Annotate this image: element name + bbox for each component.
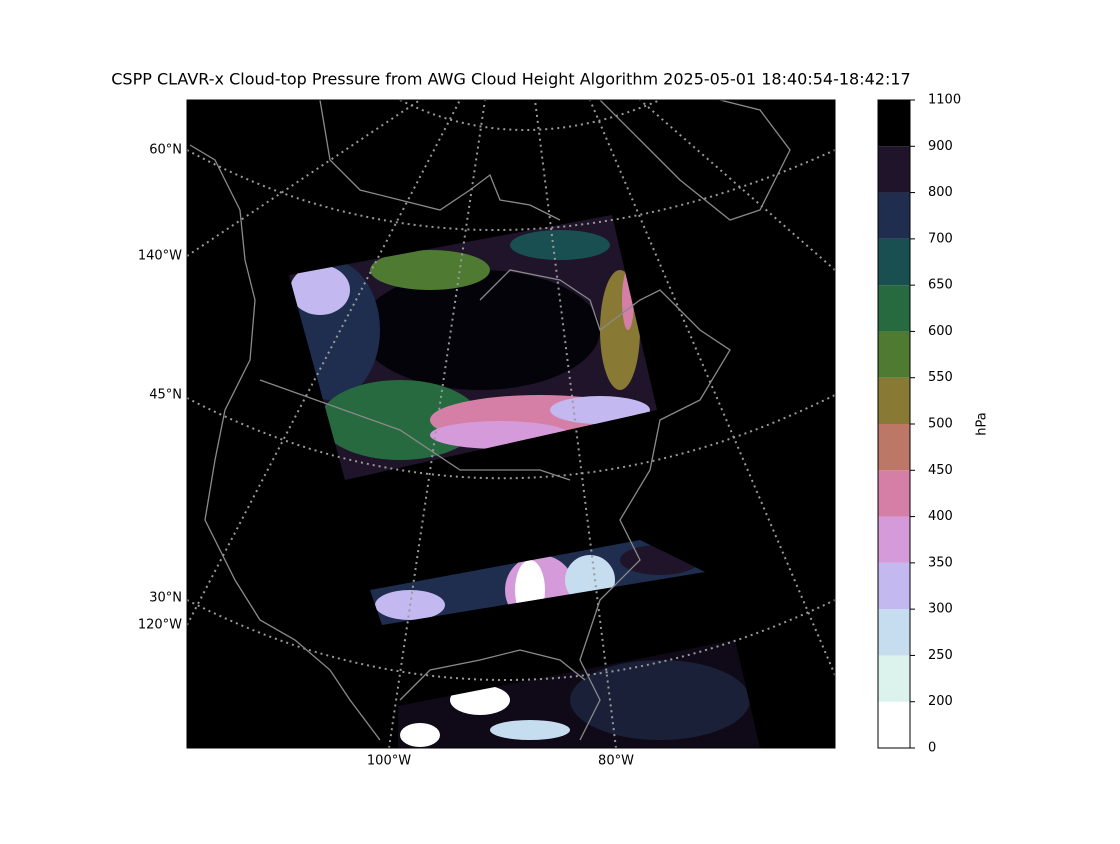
map-frame	[186, 99, 836, 749]
colorbar-tick-label: 600	[928, 324, 953, 339]
colorbar-segment	[878, 331, 910, 378]
colorbar-tick-label: 250	[928, 648, 953, 663]
colorbar-segment	[878, 238, 910, 286]
colorbar-segment	[878, 470, 910, 517]
lon-label: 80°W	[598, 754, 634, 769]
meridian	[388, 100, 486, 748]
coastline	[189, 144, 381, 741]
colorbar-tick-label: 900	[928, 139, 953, 154]
meridian	[187, 100, 461, 626]
colorbar-segment	[878, 146, 910, 193]
lat-label: 30°N	[149, 591, 182, 606]
coastline	[479, 269, 731, 741]
colorbar-tick-label: 300	[928, 602, 953, 617]
colorbar-tick-label: 550	[928, 370, 953, 385]
meridian	[639, 100, 835, 271]
parallel	[187, 599, 835, 681]
coastline	[599, 100, 791, 221]
map	[187, 100, 835, 748]
colorbar-tick-label: 0	[928, 741, 936, 756]
title: CSPP CLAVR-x Cloud-top Pressure from AWG…	[111, 70, 910, 89]
colorbar-segment	[878, 377, 910, 424]
colorbar-segment	[878, 192, 910, 239]
colorbar-segment	[878, 516, 910, 563]
colorbar-tick-label: 200	[928, 694, 953, 709]
colorbar-tick-label: 1100	[928, 93, 961, 108]
meridian	[534, 100, 617, 748]
coastline	[399, 649, 586, 701]
coastline	[319, 100, 561, 221]
lat-label: 60°N	[149, 143, 182, 158]
colorbar-segment	[878, 655, 910, 702]
colorbar-segment	[878, 701, 910, 748]
colorbar-segment	[878, 100, 910, 147]
lat-label: 45°N	[149, 388, 182, 403]
colorbar-segment	[878, 609, 910, 656]
colorbar-tick-label: 700	[928, 231, 953, 246]
colorbar-segment	[878, 562, 910, 610]
lon-label: 120°W	[138, 618, 182, 633]
colorbar-tick-label: 400	[928, 509, 953, 524]
colorbar-tick-label: 450	[928, 463, 953, 478]
meridian	[589, 100, 835, 676]
parallel	[187, 394, 835, 480]
lon-label: 140°W	[138, 249, 182, 264]
lon-label: 100°W	[367, 754, 411, 769]
colorbar-tick-label: 800	[928, 185, 953, 200]
border	[259, 379, 571, 481]
colorbar-label: hPa	[975, 412, 990, 435]
colorbar-segment	[878, 285, 910, 332]
colorbar-tick-label: 350	[928, 555, 953, 570]
colorbar-segment	[878, 424, 910, 471]
colorbar-tick-label: 650	[928, 278, 953, 293]
colorbar-tick-label: 500	[928, 417, 953, 432]
